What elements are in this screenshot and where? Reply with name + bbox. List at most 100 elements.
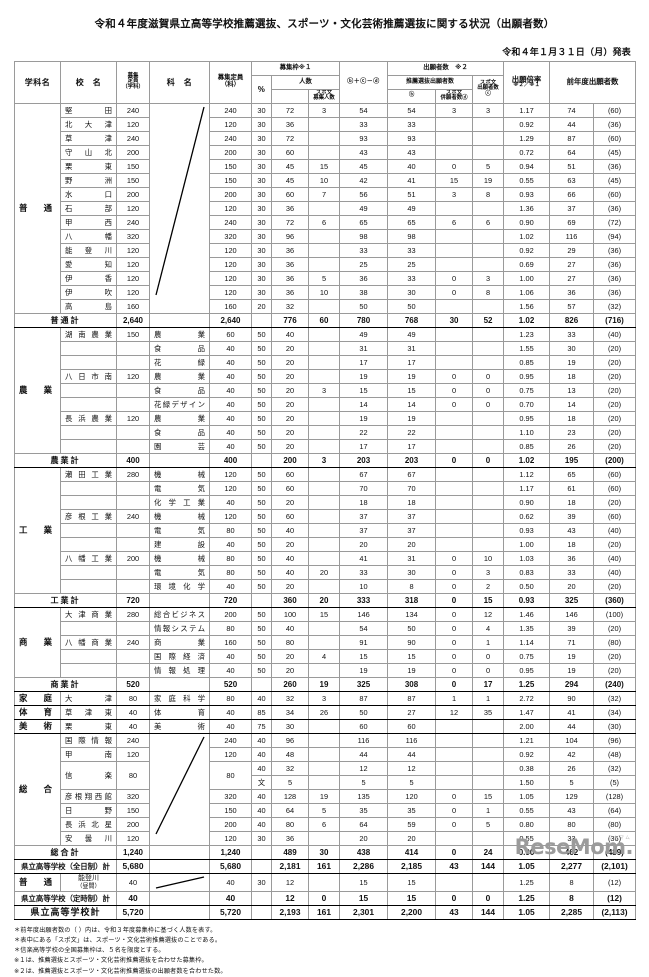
capacity-dept: 240	[116, 214, 150, 230]
total-sports: 15	[472, 592, 505, 608]
applicants-formula: 12	[339, 760, 389, 776]
frame-sports-people	[307, 732, 341, 748]
fulltime-total-row-formula: 2,286	[339, 858, 389, 874]
capacity-course: 150	[209, 158, 252, 174]
rec-applicants: 15	[387, 648, 437, 664]
frame-people: 34	[271, 704, 309, 720]
capacity-dept: 200	[116, 550, 150, 566]
sports-applicants: 5	[472, 816, 505, 832]
prev-year: 87	[549, 130, 595, 146]
applicants-formula: 17	[339, 354, 389, 370]
table-row: 八日市南 120 農業 40 50 20 19 19 0 0 0.95 18 (20)	[15, 368, 637, 384]
rec-sports-dual	[435, 536, 474, 552]
frame-percent: 85	[251, 704, 272, 720]
prev-year-paren: (20)	[593, 536, 637, 552]
total-formula: 325	[339, 676, 389, 692]
table-row: 高島 160 160 20 32 50 50 1.56 57 (32)	[15, 298, 637, 314]
frame-people: 72	[271, 130, 309, 146]
rec-applicants: 20	[387, 536, 437, 552]
fulltime-total-row-sports-people: 161	[307, 858, 341, 874]
th-sports-people-l1: スポ文	[315, 89, 333, 96]
school-name: 堅田	[60, 102, 117, 118]
capacity-course: 150	[209, 802, 252, 818]
frame-people: 20	[271, 438, 309, 454]
sports-applicants	[472, 466, 505, 482]
total-people: 360	[271, 592, 309, 608]
table-row: 花緑デザイン 40 50 20 14 14 0 0 0.70 14 (20)	[15, 396, 637, 412]
capacity-course: 80	[209, 550, 252, 566]
total-rec: 318	[387, 592, 437, 608]
rec-applicants: 31	[387, 550, 437, 566]
applicants-formula: 91	[339, 634, 389, 650]
frame-people: 36	[271, 830, 309, 846]
footnote-3: ＊信楽高等学校の全国募集枠は、５名を限度とする。	[14, 947, 165, 955]
parttime-row: 普 通能登川 （昼間） 40 40 30 12 15 15 1.25 8 (12)	[14, 872, 637, 892]
ratio: 1.21	[503, 732, 551, 748]
sports-applicants: 0	[472, 368, 505, 384]
frame-people: 40	[271, 550, 309, 566]
rec-applicants: 14	[387, 396, 437, 412]
frame-people: 60	[271, 480, 309, 496]
sports-applicants: 19	[472, 172, 505, 188]
capacity-course: 80	[209, 760, 252, 790]
total-prev: 826	[549, 312, 595, 328]
prev-year: 26	[549, 438, 595, 454]
frame-percent: 30	[251, 228, 272, 244]
frame-sports-people	[307, 116, 341, 132]
applicants-formula: 45	[339, 158, 389, 174]
capacity-dept: 200	[116, 144, 150, 160]
frame-percent: 30	[251, 256, 272, 272]
frame-percent: 40	[251, 760, 272, 776]
applicants-formula: 49	[339, 200, 389, 216]
prev-year: 74	[549, 102, 595, 118]
rec-applicants: 33	[387, 116, 437, 132]
applicants-table: 学科名 校 名 募集 定員 （学科） 科 名 募集定員 （科） 募集枠※１ ⓑ＋…	[14, 60, 637, 920]
capacity-dept: 240	[116, 102, 150, 118]
frame-percent: 50	[251, 536, 272, 552]
applicants-formula: 37	[339, 508, 389, 524]
course-name: 機械	[149, 550, 210, 566]
frame-sports-people	[307, 396, 341, 412]
sports-applicants	[472, 242, 505, 258]
capacity-course: 320	[209, 228, 252, 244]
total-rec: 414	[387, 844, 437, 860]
rec-sports-dual	[435, 774, 474, 790]
section-total-label: 総合計	[14, 844, 117, 860]
frame-percent: 文	[251, 774, 272, 790]
parttime-total-row-percent	[251, 890, 272, 906]
all-total-row-formula: 2,301	[339, 904, 389, 920]
frame-percent: 40	[251, 732, 272, 748]
capacity-dept: 40	[116, 718, 150, 734]
frame-people: 80	[271, 634, 309, 650]
fulltime-total-row: 県立高等学校（全日制）計 5,680 5,680 2,181 161 2,286 2,185…	[14, 858, 637, 874]
capacity-course: 200	[209, 186, 252, 202]
prev-year-paren: (80)	[593, 816, 637, 832]
capacity-dept: 280	[116, 466, 150, 482]
course-name: 食品	[149, 340, 210, 356]
course-name: 農業	[149, 410, 210, 426]
ratio: 1.36	[503, 200, 551, 216]
capacity-dept: 120	[116, 270, 150, 286]
department-label: 普 通	[14, 872, 61, 892]
frame-sports-people	[307, 480, 341, 496]
table-row: 食品 40 50 20 22 22 1.10 23 (20)	[15, 424, 637, 440]
applicants-formula: 18	[339, 494, 389, 510]
applicants-formula: 5	[339, 774, 389, 790]
total-prev-paren: (240)	[593, 676, 637, 692]
course-name: 化学工業	[149, 494, 210, 510]
rec-sports-dual: 0	[435, 578, 474, 594]
school-name: 伊吹	[60, 284, 117, 300]
rec-applicants: 30	[387, 564, 437, 580]
table-row: 電気 120 50 60 70 70 1.17 61 (60)	[15, 480, 637, 496]
capacity-dept	[116, 536, 150, 552]
frame-percent: 30	[251, 186, 272, 202]
parttime-total-row-rec-sports: 0	[435, 890, 474, 906]
rec-applicants: 41	[387, 172, 437, 188]
total-people: 776	[271, 312, 309, 328]
frame-sports-people	[307, 634, 341, 650]
rec-sports-dual	[435, 872, 474, 892]
all-total-row-rec: 2,200	[387, 904, 437, 920]
rec-applicants: 49	[387, 200, 437, 216]
prev-year-paren: (5)	[593, 774, 637, 790]
total-capacity-dept: 720	[116, 592, 150, 608]
